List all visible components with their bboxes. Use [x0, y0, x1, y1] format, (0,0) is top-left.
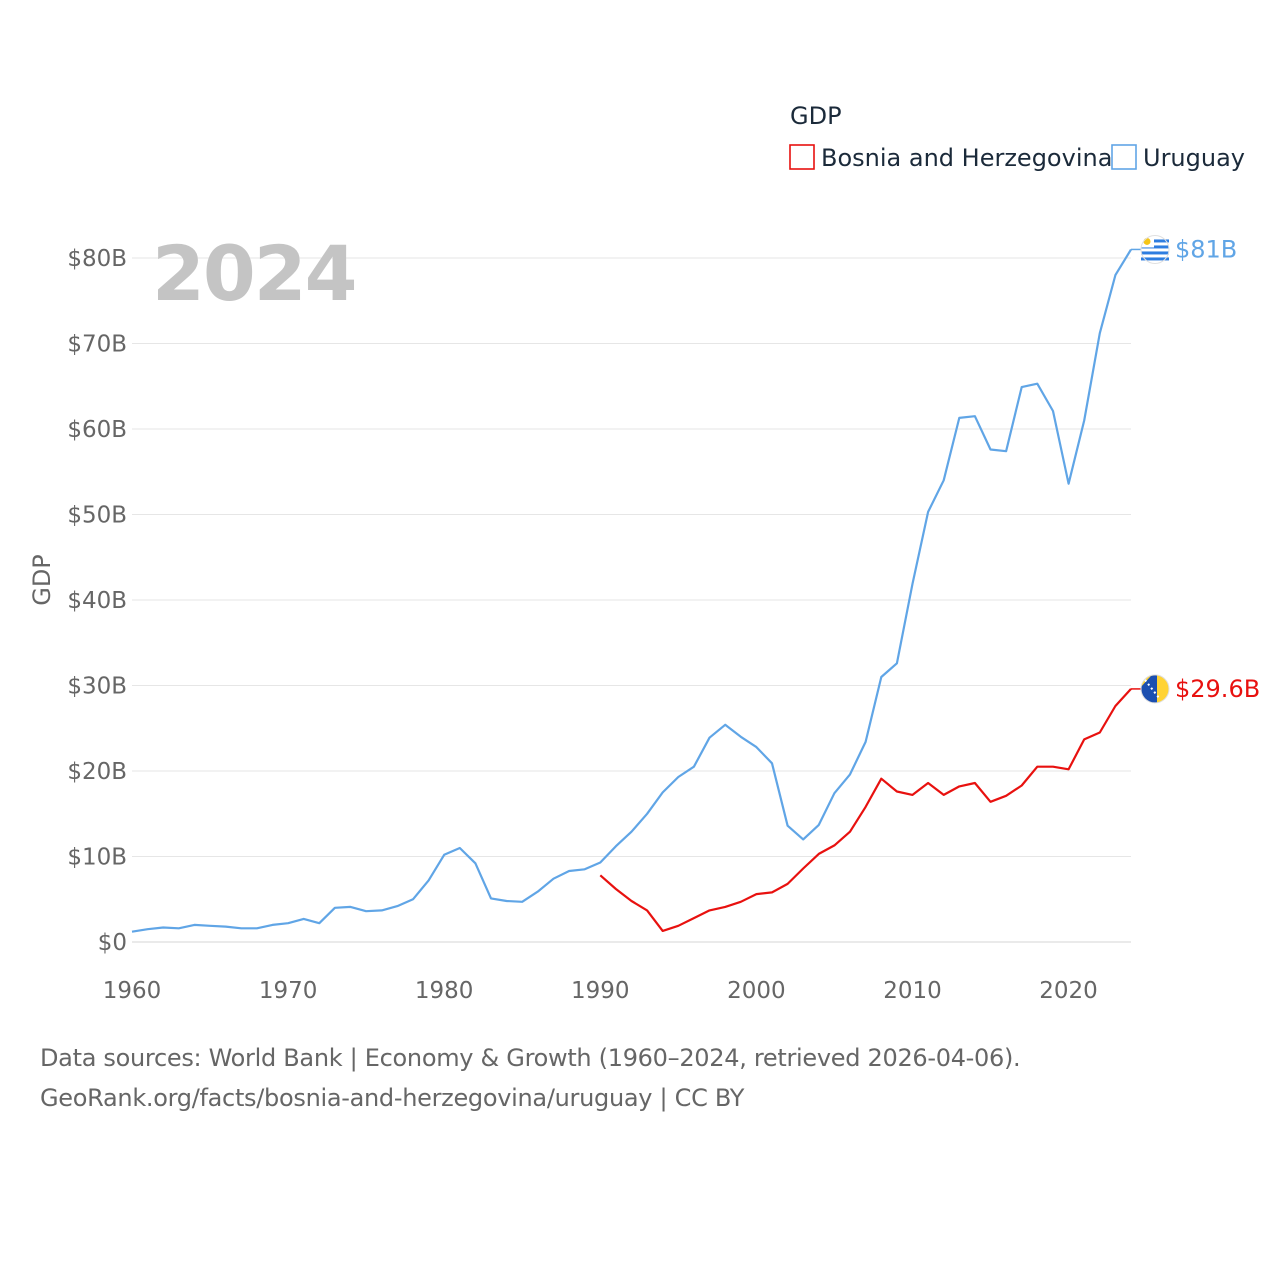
x-axis-ticks: 1960 1970 1980 1990 2000 2010 2020 [103, 978, 1098, 1004]
y-tick-label: $10B [67, 845, 127, 871]
legend-swatch [1111, 144, 1137, 170]
flag-stripe [1141, 257, 1169, 261]
legend-label: Bosnia and Herzegovina [821, 144, 1112, 172]
series-line-bosnia-and-herzegovina [599, 688, 1132, 933]
legend-swatch [789, 144, 815, 170]
end-value-label: $29.6B [1175, 675, 1260, 703]
x-tick-label: 1960 [103, 978, 162, 1004]
source-url-text[interactable]: GeoRank.org/facts/bosnia-and-herzegovina… [40, 1084, 745, 1112]
y-tick-label: $70B [67, 332, 127, 358]
legend[interactable]: GDP Bosnia and Herzegovina Uruguay [789, 102, 1245, 172]
y-tick-label: $20B [67, 759, 127, 785]
series-lines [131, 248, 1132, 933]
flag-stripe [1141, 245, 1169, 249]
data-sources-text: Data sources: World Bank | Economy & Gro… [40, 1044, 1021, 1072]
gridlines [132, 257, 1131, 943]
y-tick-label: $0 [98, 930, 127, 956]
flag-sun [1143, 237, 1151, 245]
flag-stripe [1141, 239, 1169, 243]
gdp-line-chart: $0$10B$20B$30B$40B$50B$60B$70B$80B 1960 1… [28, 102, 1260, 1004]
end-value-label: $81B [1175, 235, 1237, 263]
x-tick-label: 2010 [883, 978, 942, 1004]
y-tick-label: $50B [67, 503, 127, 529]
flag-stripe [1141, 251, 1169, 255]
y-tick-label: $80B [67, 246, 127, 272]
x-tick-label: 1990 [571, 978, 630, 1004]
y-tick-label: $60B [67, 417, 127, 443]
y-tick-label: $30B [67, 674, 127, 700]
x-tick-label: 2000 [727, 978, 786, 1004]
x-tick-label: 2020 [1039, 978, 1098, 1004]
series-end-labels: $29.6B $81B [1131, 234, 1260, 704]
flag-outline [1140, 234, 1170, 264]
legend-label: Uruguay [1143, 144, 1245, 172]
x-tick-label: 1980 [415, 978, 474, 1004]
y-axis-ticks: $0 $10B $20B $30B $40B $50B $60B $70B $80B [67, 246, 127, 956]
x-tick-label: 1970 [259, 978, 318, 1004]
flag-outline [1140, 674, 1170, 704]
series-line-uruguay [131, 248, 1132, 933]
y-tick-label: $40B [67, 588, 127, 614]
y-axis-label: GDP [28, 554, 56, 606]
legend-title: GDP [790, 102, 842, 130]
uruguay-flag-icon [1140, 234, 1170, 264]
bosnia-flag-icon [1140, 674, 1170, 704]
year-watermark: 2024 [152, 229, 356, 318]
flag-field [1140, 674, 1157, 704]
